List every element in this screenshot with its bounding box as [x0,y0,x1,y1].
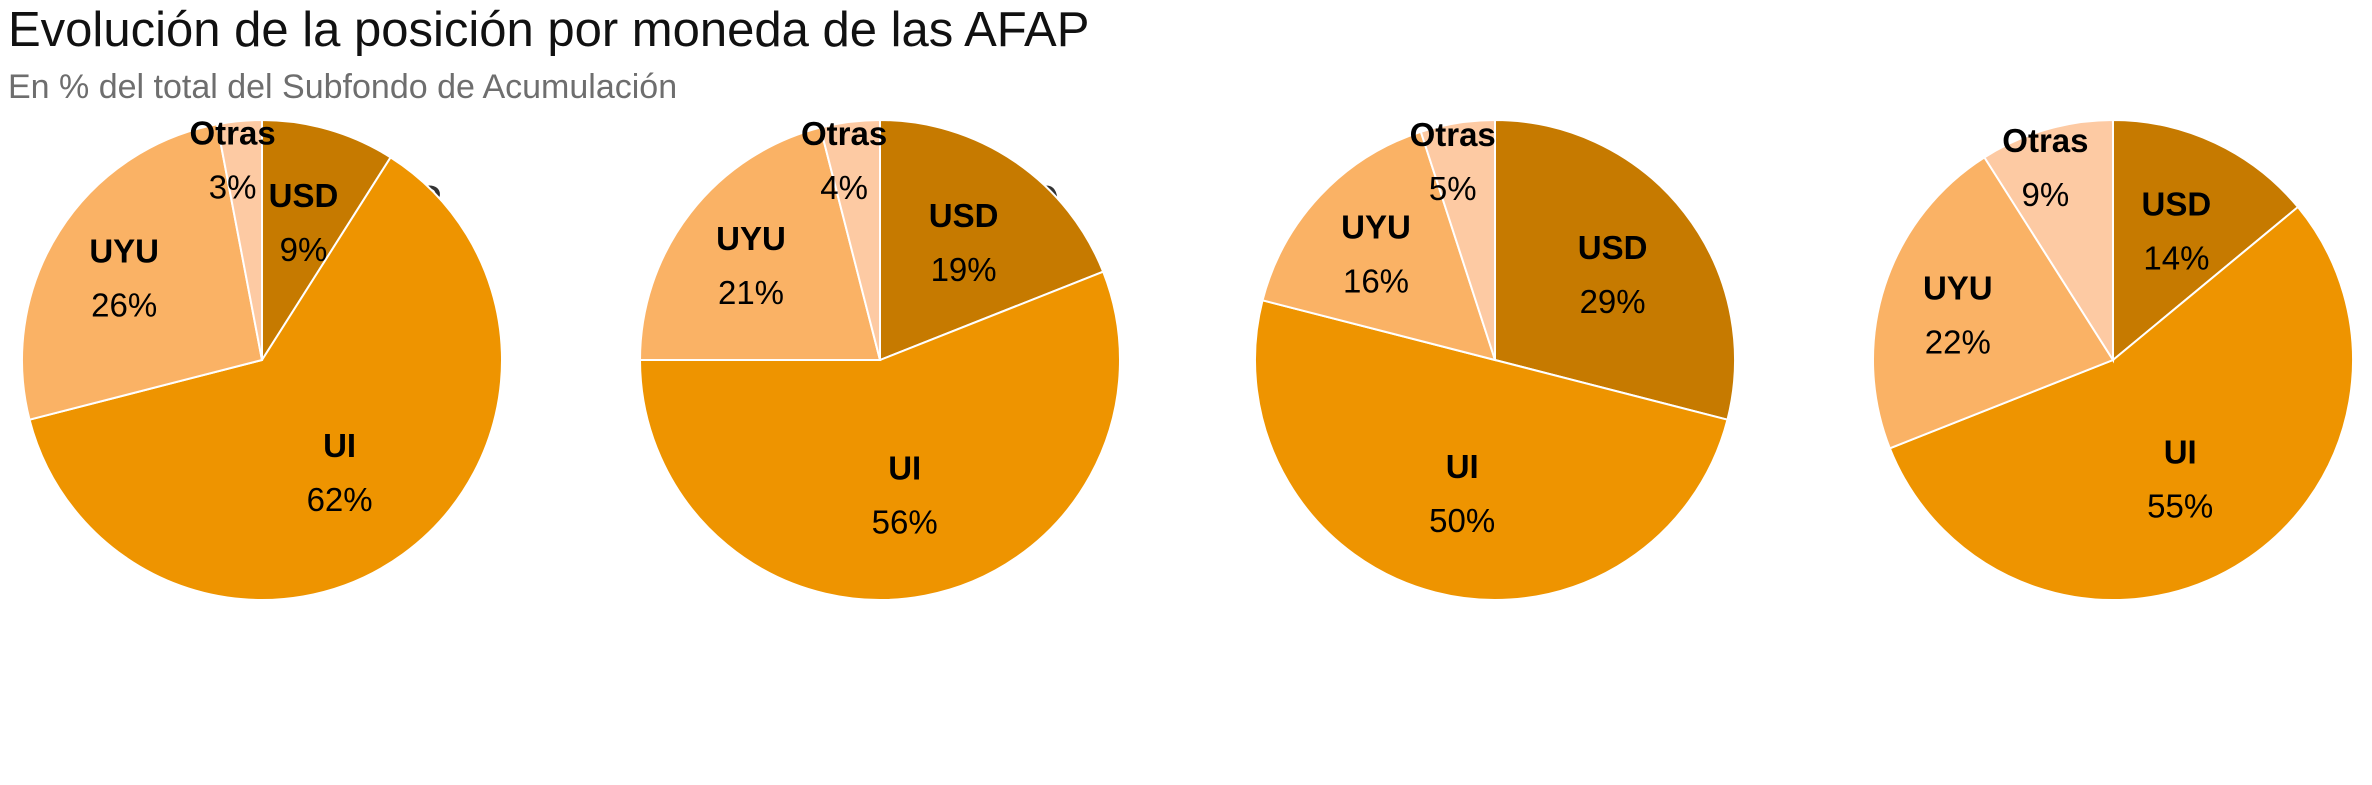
pie-slice-usd [261,118,392,364]
slice-name-label: USD [2142,185,2212,222]
pie-slice-otras [215,118,263,361]
slice-name-label: UI [888,450,921,487]
slice-value-label: 19% [931,251,997,288]
slice-name-label: UYU [1341,208,1411,245]
pie-slice-ui [1888,205,2354,601]
pie-slice-otras [1983,118,2114,364]
slice-name-label: UI [1446,448,1479,485]
slice-value-label: 26% [91,287,157,324]
pie-slice-usd [879,118,1105,362]
slice-value-label: 9% [2022,176,2070,213]
slice-name-label: USD [1578,229,1648,266]
slice-name-label: UYU [1923,270,1993,307]
pie-slice-uyu [21,123,264,421]
slice-value-label: 29% [1580,283,1646,320]
pie-slice-uyu [638,126,882,361]
slice-value-label: 50% [1429,502,1495,539]
slice-name-label: Otras [1410,116,1496,153]
slice-value-label: 62% [307,481,373,518]
page-title: Evolución de la posición por moneda de l… [8,3,1090,57]
slice-name-label: USD [269,177,339,214]
slice-value-label: 3% [209,169,257,206]
pie-slice-otras [1419,118,1496,361]
pie-slice-uyu [1871,155,2115,450]
pie-slice-usd [1494,118,1736,421]
slice-name-label: Otras [801,115,887,152]
pie-slice-uyu [1261,130,1497,362]
slice-value-label: 21% [718,274,784,311]
slice-name-label: Otras [189,115,275,152]
pie-slice-ui [28,155,503,601]
slice-value-label: 16% [1343,262,1409,299]
slice-value-label: 4% [820,169,868,206]
pie-slice-otras [819,118,881,361]
slice-value-label: 55% [2147,488,2213,525]
slice-value-label: 5% [1429,170,1477,207]
slice-value-label: 14% [2143,239,2209,276]
slice-value-label: 9% [280,231,328,268]
slice-value-label: 22% [1925,324,1991,361]
pie-slice-ui [1254,299,1729,601]
slice-name-label: USD [929,197,999,234]
pie-slice-usd [2112,118,2300,363]
slice-name-label: UYU [89,233,159,270]
pie-slice-ui [638,270,1121,601]
page-subtitle: En % del total del Subfondo de Acumulaci… [8,68,678,106]
slice-name-label: UYU [716,220,786,257]
slice-name-label: UI [323,427,356,464]
slice-value-label: 56% [872,504,938,541]
slice-name-label: Otras [2002,122,2088,159]
slice-name-label: UI [2164,434,2197,471]
